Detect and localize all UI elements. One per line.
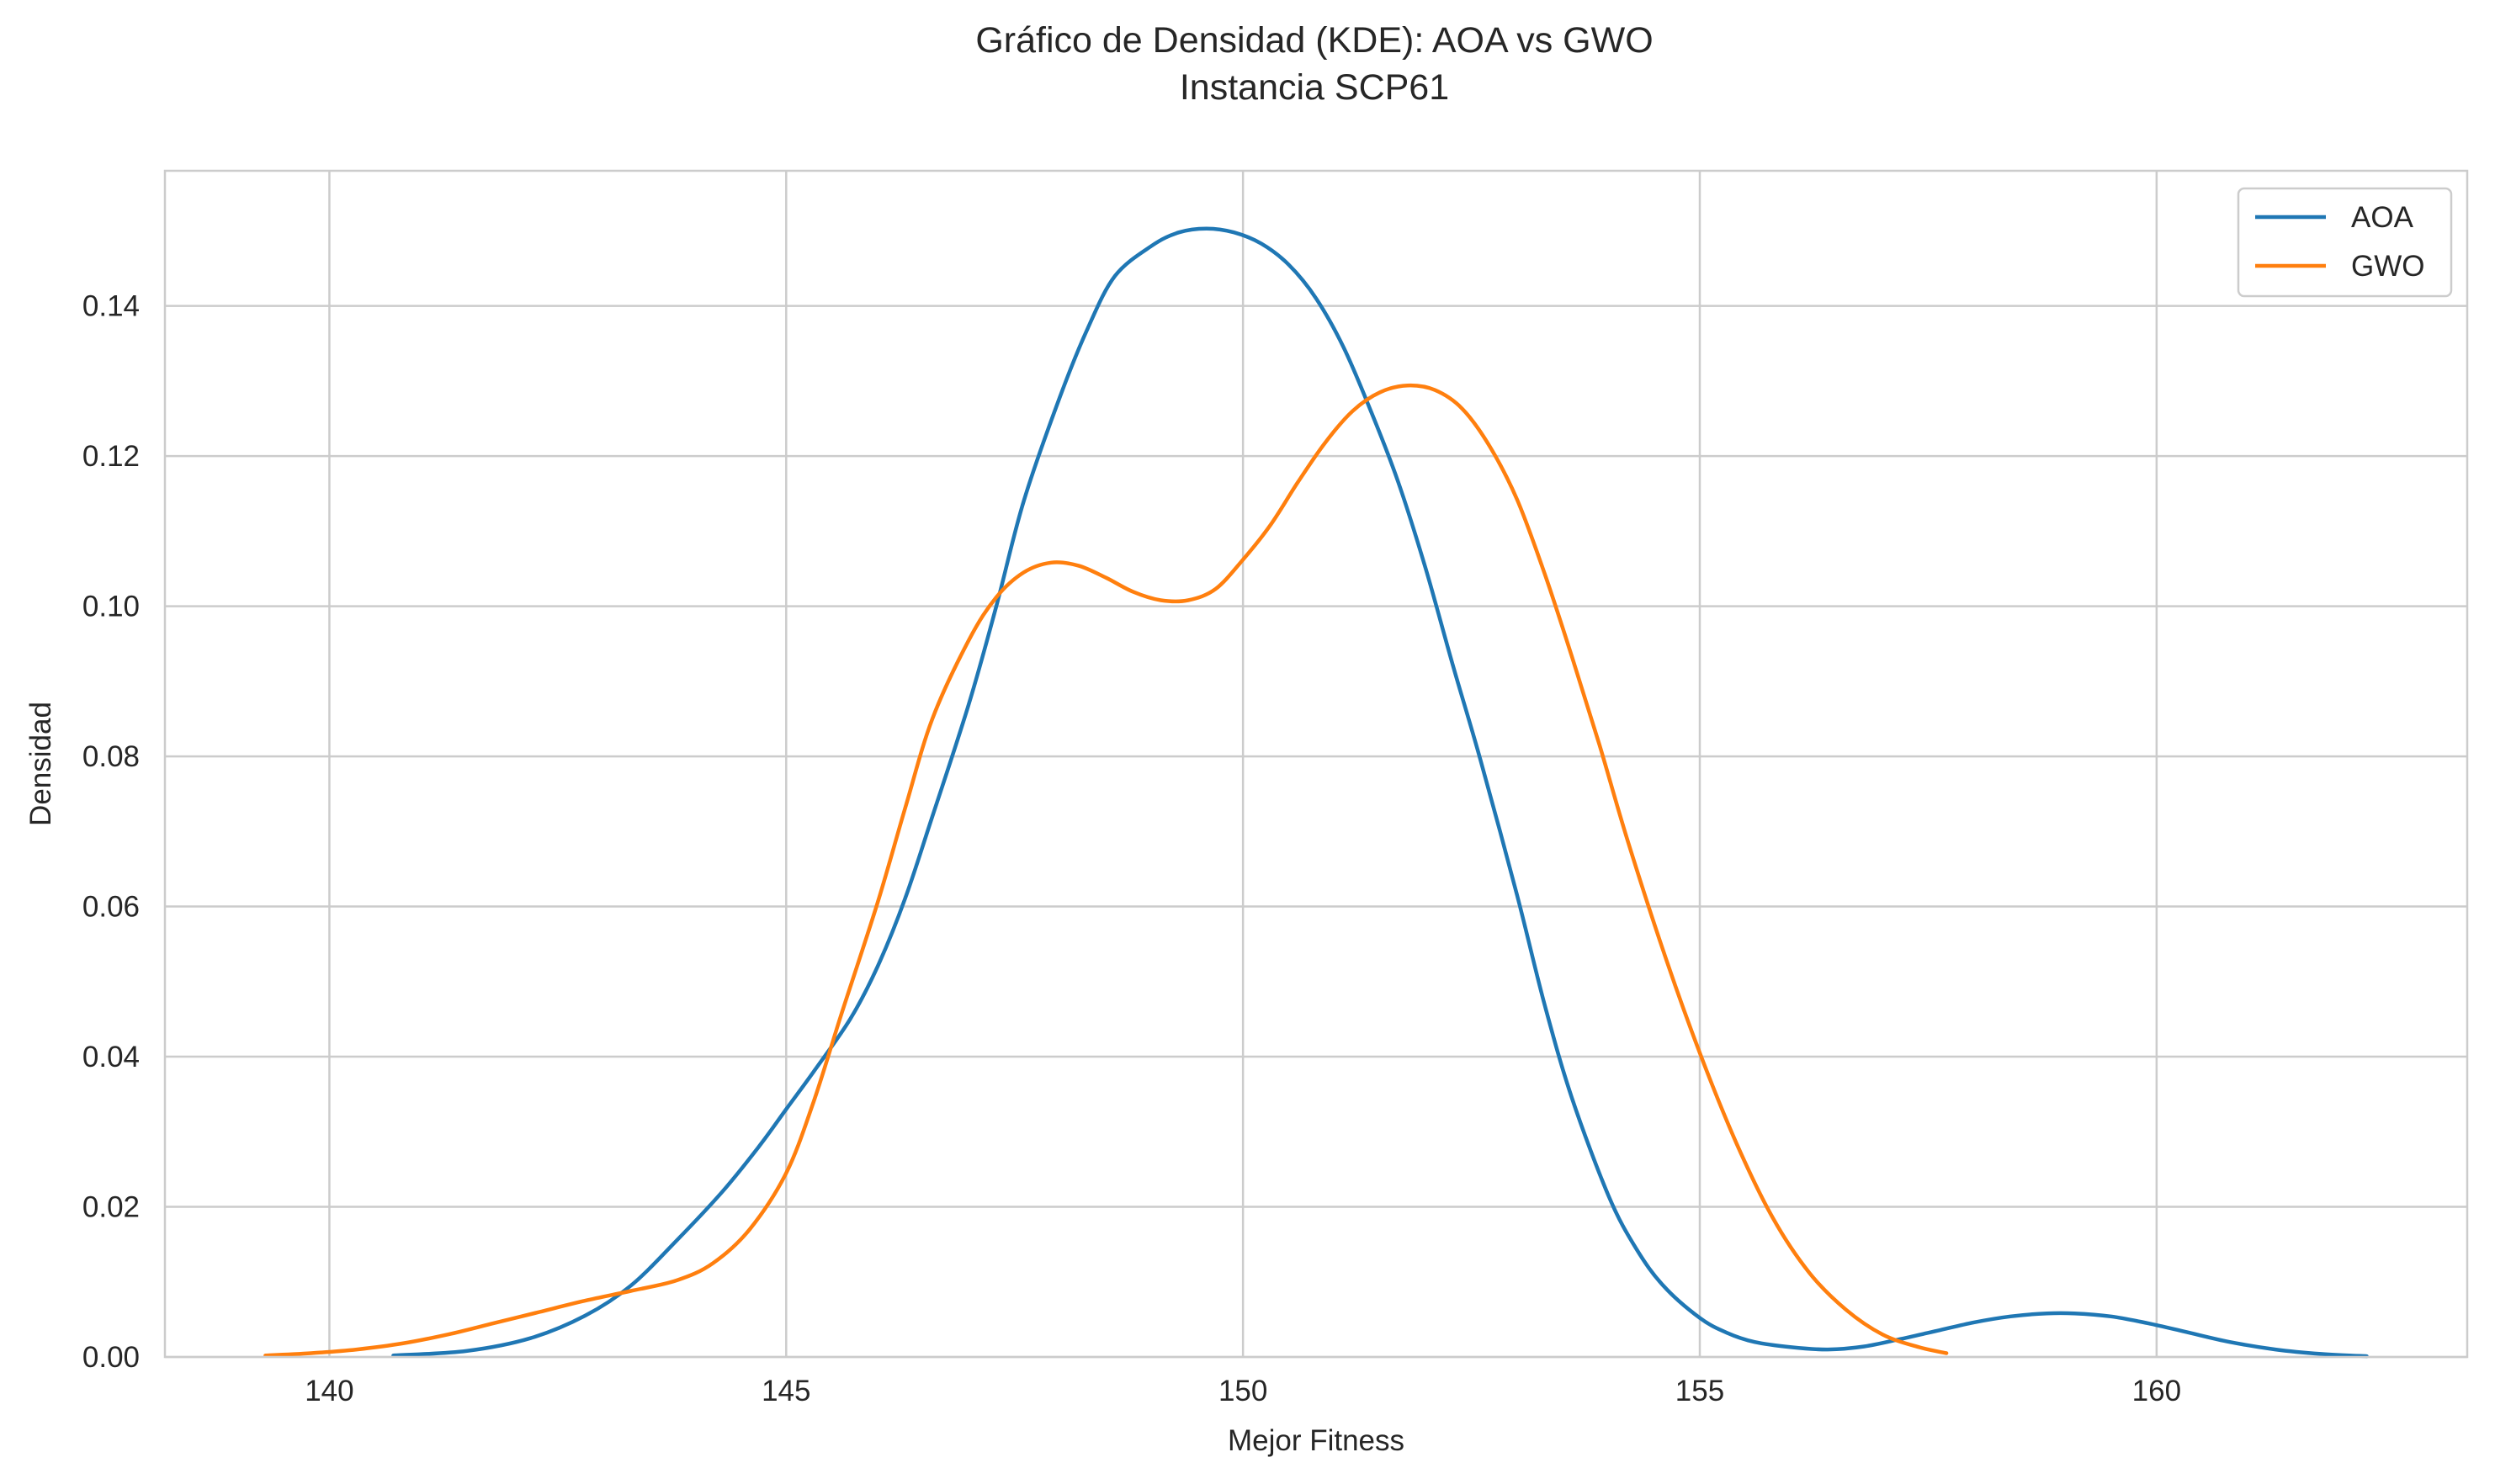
x-tick-label: 140: [305, 1375, 353, 1407]
x-axis-label: Mejor Fitness: [1228, 1424, 1404, 1457]
grid: [165, 171, 2467, 1359]
legend-label-aoa: AOA: [2351, 201, 2414, 234]
x-tick-label: 155: [1675, 1375, 1724, 1407]
plot-frame: [163, 169, 2469, 1359]
series-group: [263, 226, 2369, 1359]
x-tick-label: 145: [762, 1375, 810, 1407]
y-tick-label: 0.10: [82, 591, 140, 623]
chart-title: Gráfico de Densidad (KDE): AOA vs GWO: [975, 20, 1653, 61]
legend: AOA GWO: [2237, 187, 2453, 298]
y-tick-label: 0.08: [82, 740, 140, 773]
series-line-gwo: [263, 383, 1949, 1358]
y-axis-label: Densidad: [24, 702, 57, 826]
y-tick-label: 0.04: [82, 1041, 140, 1073]
y-tick-label: 0.12: [82, 440, 140, 473]
y-tick-label: 0.02: [82, 1191, 140, 1224]
chart-subtitle: Instancia SCP61: [1180, 67, 1449, 108]
tick-labels: 140 145 150 155 160 0.00 0.02 0.04 0.06 0.08 0.10 0…: [82, 290, 2181, 1407]
y-tick-label: 0.00: [82, 1341, 140, 1374]
x-tick-label: 160: [2132, 1375, 2181, 1407]
legend-label-gwo: GWO: [2351, 250, 2424, 283]
y-tick-label: 0.14: [82, 290, 140, 323]
series-line-aoa: [391, 226, 2369, 1359]
y-tick-label: 0.06: [82, 891, 140, 924]
x-tick-label: 150: [1218, 1375, 1267, 1407]
